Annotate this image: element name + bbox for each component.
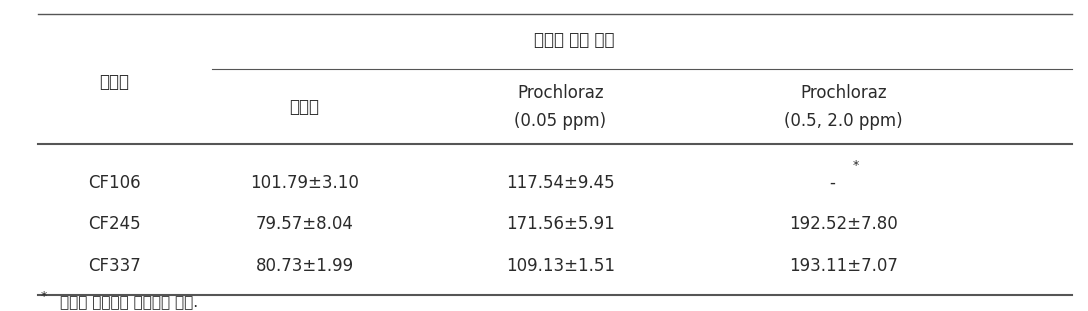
Text: 192.52±7.80: 192.52±7.80 [789, 215, 898, 233]
Text: 79.57±8.04: 79.57±8.04 [256, 215, 354, 233]
Text: 109.13±1.51: 109.13±1.51 [506, 257, 615, 275]
Text: 80.73±1.99: 80.73±1.99 [256, 257, 354, 275]
Text: 101.79±3.10: 101.79±3.10 [250, 174, 359, 192]
Text: (0.05 ppm): (0.05 ppm) [515, 112, 606, 130]
Text: (0.5, 2.0 ppm): (0.5, 2.0 ppm) [783, 112, 903, 130]
Text: *: * [40, 290, 47, 303]
Text: CF106: CF106 [88, 174, 140, 192]
Text: 171.56±5.91: 171.56±5.91 [506, 215, 615, 233]
Text: 병원균: 병원균 [99, 73, 129, 91]
Text: Prochloraz: Prochloraz [517, 84, 604, 102]
Text: 민감성 병원균은 생장하지 못함.: 민감성 병원균은 생장하지 못함. [60, 295, 198, 310]
Text: 세포벽 두께 변화: 세포벽 두께 변화 [534, 31, 614, 49]
Text: 117.54±9.45: 117.54±9.45 [506, 174, 615, 192]
Text: CF337: CF337 [88, 257, 140, 275]
Text: -: - [829, 174, 836, 192]
Text: 193.11±7.07: 193.11±7.07 [789, 257, 898, 275]
Text: Prochloraz: Prochloraz [800, 84, 887, 102]
Text: CF245: CF245 [88, 215, 140, 233]
Text: *: * [853, 159, 860, 172]
Text: 무처리: 무처리 [289, 98, 320, 116]
